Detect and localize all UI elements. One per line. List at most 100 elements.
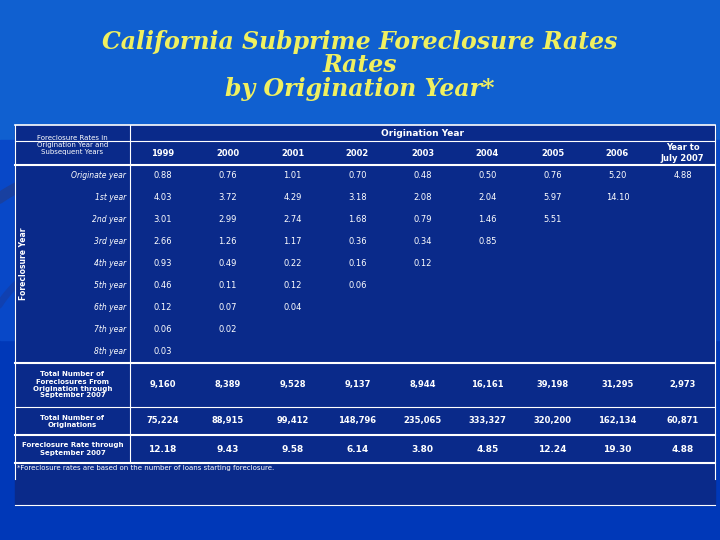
Text: 2.74: 2.74 [283, 215, 302, 225]
Text: 0.04: 0.04 [283, 303, 302, 313]
Text: 8,389: 8,389 [215, 381, 240, 389]
Text: 8,944: 8,944 [409, 381, 436, 389]
Text: by Origination Year*: by Origination Year* [225, 77, 495, 101]
Text: 19.30: 19.30 [603, 444, 631, 454]
Text: Foreclosure Rates in
Origination Year and
Subsequent Years: Foreclosure Rates in Origination Year an… [37, 135, 108, 155]
Text: 0.12: 0.12 [153, 303, 171, 313]
Text: 3.80: 3.80 [412, 444, 433, 454]
Text: 1st year: 1st year [95, 193, 126, 202]
Text: 0.12: 0.12 [283, 281, 302, 291]
Text: Total Number of
Originations: Total Number of Originations [40, 415, 104, 428]
Text: Year to
July 2007: Year to July 2007 [661, 143, 704, 163]
Text: 3rd year: 3rd year [94, 238, 126, 246]
Text: 4th year: 4th year [94, 260, 126, 268]
Text: 9.43: 9.43 [216, 444, 239, 454]
Text: Total Number of
Foreclosures From
Origination through
September 2007: Total Number of Foreclosures From Origin… [33, 372, 112, 399]
Text: 5.97: 5.97 [544, 193, 562, 202]
Text: Rates: Rates [323, 53, 397, 77]
Text: 12.24: 12.24 [539, 444, 567, 454]
Text: 2006: 2006 [606, 148, 629, 158]
Text: 1.46: 1.46 [478, 215, 497, 225]
Text: 9,528: 9,528 [279, 381, 306, 389]
Text: 60,871: 60,871 [667, 416, 698, 426]
Text: 2000: 2000 [216, 148, 239, 158]
Text: 0.46: 0.46 [153, 281, 172, 291]
Text: 2nd year: 2nd year [92, 215, 126, 225]
Text: 4.88: 4.88 [673, 172, 692, 180]
Bar [0, 140, 720, 340]
Text: 3.72: 3.72 [218, 193, 237, 202]
Text: 2,973: 2,973 [670, 381, 696, 389]
Text: 0.85: 0.85 [478, 238, 497, 246]
Text: Origination Year: Origination Year [381, 129, 464, 138]
Text: 0.02: 0.02 [218, 326, 237, 334]
Text: 0.76: 0.76 [218, 172, 237, 180]
Text: 0.48: 0.48 [413, 172, 432, 180]
Text: 2005: 2005 [541, 148, 564, 158]
Text: 0.06: 0.06 [348, 281, 366, 291]
Text: 2003: 2003 [411, 148, 434, 158]
Text: 6th year: 6th year [94, 303, 126, 313]
Text: 99,412: 99,412 [276, 416, 309, 426]
Text: 0.07: 0.07 [218, 303, 237, 313]
Text: 0.88: 0.88 [153, 172, 172, 180]
Text: 88,915: 88,915 [212, 416, 243, 426]
Text: 31,295: 31,295 [601, 381, 634, 389]
Text: 0.36: 0.36 [348, 238, 366, 246]
Text: 5.20: 5.20 [608, 172, 626, 180]
Text: 0.49: 0.49 [218, 260, 237, 268]
Text: 235,065: 235,065 [403, 416, 441, 426]
Text: 0.34: 0.34 [413, 238, 432, 246]
Text: 9,137: 9,137 [344, 381, 371, 389]
Text: 1999: 1999 [151, 148, 174, 158]
Text: 5.51: 5.51 [544, 215, 562, 225]
Text: 0.03: 0.03 [153, 348, 172, 356]
Text: 7th year: 7th year [94, 326, 126, 334]
Text: California Subprime Foreclosure Rates: California Subprime Foreclosure Rates [102, 30, 618, 54]
Text: 1.68: 1.68 [348, 215, 366, 225]
Text: 0.12: 0.12 [413, 260, 432, 268]
Text: 333,327: 333,327 [469, 416, 506, 426]
Text: 148,796: 148,796 [338, 416, 377, 426]
Text: 3.01: 3.01 [153, 215, 172, 225]
Text: 12.18: 12.18 [148, 444, 176, 454]
Text: 8th year: 8th year [94, 348, 126, 356]
Text: 39,198: 39,198 [536, 381, 569, 389]
Text: 1.26: 1.26 [218, 238, 237, 246]
Text: 6.14: 6.14 [346, 444, 369, 454]
Text: 14.10: 14.10 [606, 193, 629, 202]
Text: 4.03: 4.03 [153, 193, 172, 202]
Text: 1.17: 1.17 [283, 238, 302, 246]
Text: *Foreclosure rates are based on the number of loans starting foreclosure.: *Foreclosure rates are based on the numb… [17, 465, 274, 471]
Text: Foreclosure Rate through
September 2007: Foreclosure Rate through September 2007 [22, 442, 123, 456]
Text: 5th year: 5th year [94, 281, 126, 291]
Text: 0.22: 0.22 [283, 260, 302, 268]
Text: 2.08: 2.08 [413, 193, 432, 202]
Text: 0.76: 0.76 [543, 172, 562, 180]
Text: 0.11: 0.11 [218, 281, 237, 291]
Text: 2001: 2001 [281, 148, 304, 158]
Text: 4.88: 4.88 [671, 444, 693, 454]
Text: 0.06: 0.06 [153, 326, 172, 334]
Text: 75,224: 75,224 [146, 416, 179, 426]
Text: 2.04: 2.04 [478, 193, 497, 202]
Text: 3.18: 3.18 [348, 193, 366, 202]
Text: Originate year: Originate year [71, 172, 126, 180]
Text: 162,134: 162,134 [598, 416, 636, 426]
Bar [0, 340, 720, 540]
Text: 2002: 2002 [346, 148, 369, 158]
Text: 0.70: 0.70 [348, 172, 366, 180]
Text: 9.58: 9.58 [282, 444, 304, 454]
Text: 2004: 2004 [476, 148, 499, 158]
Text: 0.50: 0.50 [478, 172, 497, 180]
Text: 0.93: 0.93 [153, 260, 172, 268]
Text: 4.85: 4.85 [477, 444, 499, 454]
Text: 320,200: 320,200 [534, 416, 572, 426]
Text: 9,160: 9,160 [149, 381, 176, 389]
Text: 0.16: 0.16 [348, 260, 366, 268]
Text: 2.66: 2.66 [153, 238, 172, 246]
Bar [15, 125, 715, 505]
Text: 2.99: 2.99 [218, 215, 237, 225]
Text: 1.01: 1.01 [283, 172, 302, 180]
Text: Foreclosure Year: Foreclosure Year [19, 228, 27, 300]
